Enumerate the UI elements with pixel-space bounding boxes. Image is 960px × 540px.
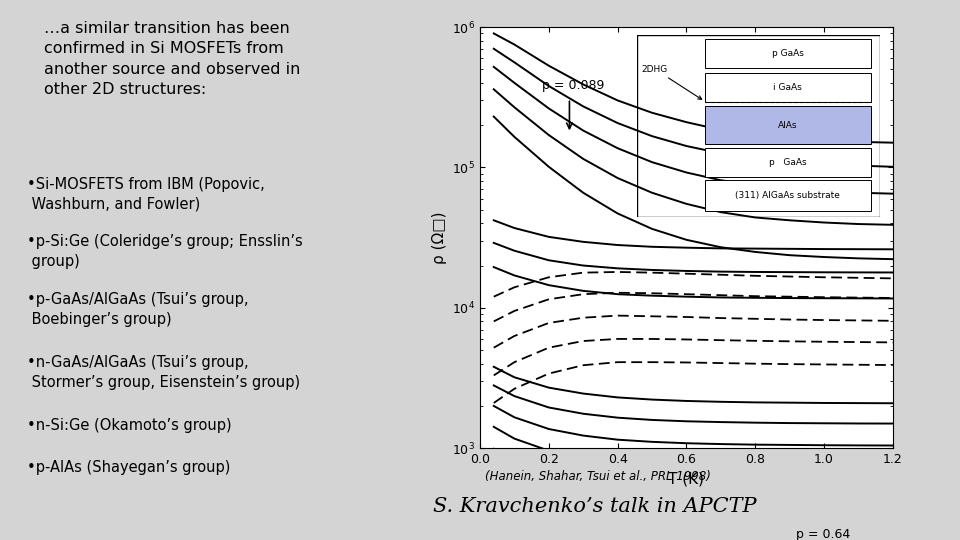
Text: •p-AlAs (Shayegan’s group): •p-AlAs (Shayegan’s group) (27, 460, 230, 475)
Text: •n-Si:Ge (Okamoto’s group): •n-Si:Ge (Okamoto’s group) (27, 417, 231, 433)
X-axis label: T (K): T (K) (668, 471, 705, 487)
Text: S. Kravchenko’s talk in APCTP: S. Kravchenko’s talk in APCTP (434, 497, 756, 516)
Text: •n-GaAs/AlGaAs (Tsui’s group,
 Stormer’s group, Eisenstein’s group): •n-GaAs/AlGaAs (Tsui’s group, Stormer’s … (27, 355, 300, 389)
Text: •p-Si:Ge (Coleridge’s group; Ensslin’s
 group): •p-Si:Ge (Coleridge’s group; Ensslin’s g… (27, 234, 302, 269)
Text: p = 0.64: p = 0.64 (797, 528, 851, 540)
Text: (Hanein, Shahar, Tsui et al., PRL 1998): (Hanein, Shahar, Tsui et al., PRL 1998) (485, 470, 710, 483)
Text: •p-GaAs/AlGaAs (Tsui’s group,
 Boebinger’s group): •p-GaAs/AlGaAs (Tsui’s group, Boebinger’… (27, 292, 249, 327)
Text: •Si-MOSFETS from IBM (Popovic,
 Washburn, and Fowler): •Si-MOSFETS from IBM (Popovic, Washburn,… (27, 177, 265, 211)
Text: p = 0.089: p = 0.089 (541, 79, 604, 92)
Y-axis label: ρ (Ω□): ρ (Ω□) (432, 211, 446, 264)
Text: …a similar transition has been
confirmed in Si MOSFETs from
another source and o: …a similar transition has been confirmed… (44, 21, 300, 97)
